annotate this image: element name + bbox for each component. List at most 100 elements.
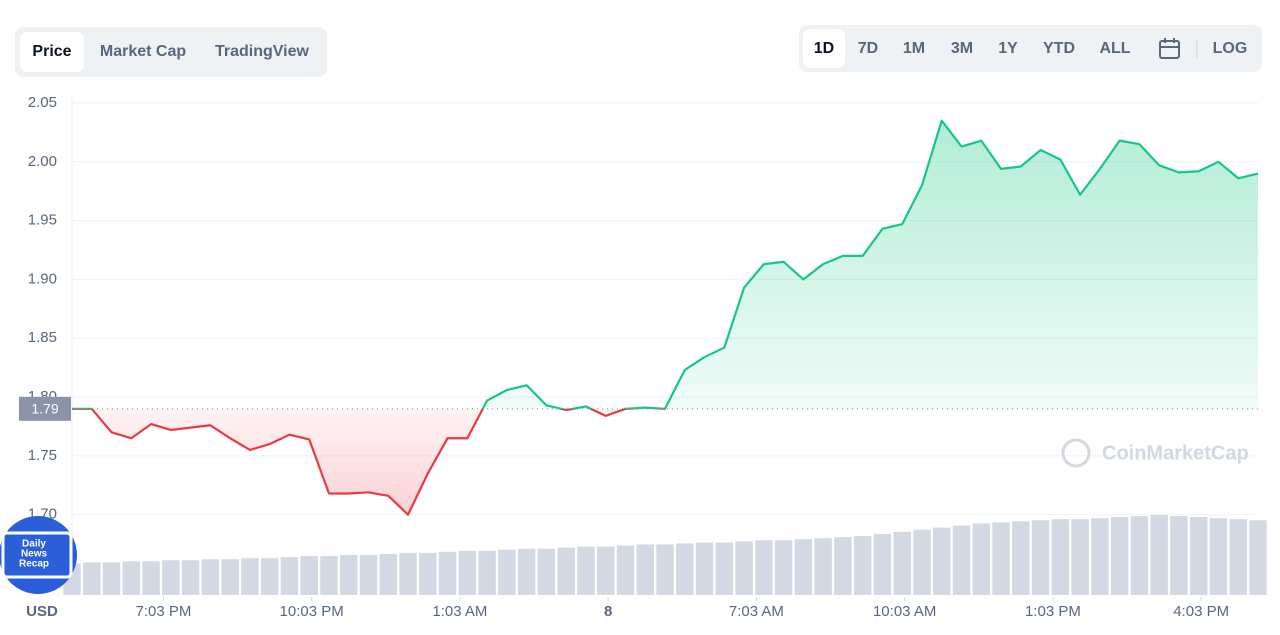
volume-bar xyxy=(794,539,813,595)
volume-bar xyxy=(458,550,477,595)
volume-bar xyxy=(340,555,358,595)
volume-bar xyxy=(379,553,397,595)
range-button[interactable]: 3M xyxy=(951,40,973,57)
range-button[interactable]: 1D xyxy=(814,40,834,57)
range-button[interactable]: 1M xyxy=(903,40,925,57)
currency-label: USD xyxy=(26,603,58,620)
x-tick-label: 10:03 PM xyxy=(280,603,344,620)
volume-bar xyxy=(577,546,595,595)
y-tick-label: 1.90 xyxy=(28,270,57,287)
badge-text: Recap xyxy=(19,559,49,570)
y-tick-label: 1.85 xyxy=(28,329,57,346)
volume-bar xyxy=(676,543,694,595)
x-tick-label: 1:03 PM xyxy=(1025,603,1081,620)
volume-bar xyxy=(1091,518,1109,595)
badge-text: News xyxy=(21,549,48,560)
volume-bar xyxy=(656,544,674,595)
volume-bar xyxy=(1209,518,1228,595)
volume-bar xyxy=(616,545,635,595)
x-tick-label: 4:03 PM xyxy=(1173,603,1229,620)
volume-bar xyxy=(438,551,457,595)
badge-circle xyxy=(0,516,77,594)
volume-bar xyxy=(102,562,121,595)
volume-bar xyxy=(695,542,714,595)
price-line xyxy=(72,119,1259,516)
volume-bar xyxy=(755,540,773,595)
volume-bar xyxy=(1170,516,1188,595)
x-tick-label: 7:03 AM xyxy=(729,603,784,620)
range-button[interactable]: ALL xyxy=(1099,40,1130,57)
badge-text: Daily xyxy=(22,539,46,550)
volume-bar xyxy=(1189,517,1208,595)
volume-bar xyxy=(774,540,793,595)
volume-bar xyxy=(596,546,615,595)
volume-bar xyxy=(1071,519,1089,595)
volume-bar xyxy=(1249,520,1267,595)
volume-bar xyxy=(83,562,101,595)
volume-bar xyxy=(280,557,299,595)
volume-bar xyxy=(1031,520,1050,595)
volume-bar xyxy=(478,550,496,595)
volume-bar xyxy=(419,552,437,595)
volume-bar xyxy=(636,544,654,595)
y-tick-label: 1.95 xyxy=(28,212,57,229)
y-tick-label: 2.00 xyxy=(28,153,57,170)
volume-bar xyxy=(814,538,832,595)
volume-bar xyxy=(142,561,160,595)
x-tick-label: 8 xyxy=(604,603,612,620)
x-tick-label: 7:03 PM xyxy=(135,603,191,620)
reference-label: 1.79 xyxy=(31,401,58,417)
volume-bar xyxy=(1051,519,1070,595)
volume-bar xyxy=(873,533,892,595)
range-group xyxy=(799,25,1262,72)
volume-bar xyxy=(260,558,279,595)
volume-bar xyxy=(972,523,990,595)
volume-bar xyxy=(162,560,180,595)
volume-bar xyxy=(201,559,220,595)
y-tick-label: 2.05 xyxy=(28,94,57,111)
volume-bar xyxy=(992,522,1010,595)
volume-bar xyxy=(320,556,338,595)
y-tick-label: 1.75 xyxy=(28,447,57,464)
reference-badge xyxy=(19,396,71,421)
volume-bar xyxy=(1130,516,1149,595)
volume-bar xyxy=(735,541,753,595)
volume-bar xyxy=(221,559,239,595)
volume-bar xyxy=(952,525,971,595)
range-button[interactable]: YTD xyxy=(1043,40,1075,57)
volume-bar xyxy=(399,552,417,595)
watermark-text: CoinMarketCap xyxy=(1102,442,1249,464)
volume-bar xyxy=(1150,515,1168,595)
volume-bar xyxy=(557,547,575,595)
tab-active xyxy=(20,32,84,72)
volume-bar xyxy=(498,549,516,595)
tab[interactable]: Market Cap xyxy=(100,43,186,60)
x-tick-label: 10:03 AM xyxy=(873,603,936,620)
tab[interactable]: Price xyxy=(32,43,71,60)
price-area xyxy=(72,120,1258,515)
volume-bar xyxy=(359,555,378,595)
watermark: CoinMarketCap xyxy=(1061,438,1249,468)
volume-bar xyxy=(300,556,318,595)
volume-bar xyxy=(1110,517,1129,595)
volume-bar xyxy=(537,548,556,595)
range-button[interactable]: 7D xyxy=(858,40,878,57)
volume-bar xyxy=(834,537,852,595)
tab[interactable]: TradingView xyxy=(215,43,310,60)
volume-bar xyxy=(517,548,536,595)
calendar-icon[interactable] xyxy=(1159,38,1180,59)
volume-bar xyxy=(715,542,734,595)
tab-group xyxy=(15,27,327,77)
watermark-logo xyxy=(1061,438,1091,468)
volume-bar xyxy=(241,558,259,595)
log-button[interactable]: LOG xyxy=(1213,40,1248,57)
x-tick-label: 1:03 AM xyxy=(432,603,487,620)
range-active xyxy=(803,29,845,68)
volume-bar xyxy=(913,529,931,595)
volume-bar xyxy=(893,531,911,595)
volume-bar xyxy=(853,536,872,595)
range-button[interactable]: 1Y xyxy=(998,40,1018,57)
volume-bar xyxy=(181,560,200,595)
